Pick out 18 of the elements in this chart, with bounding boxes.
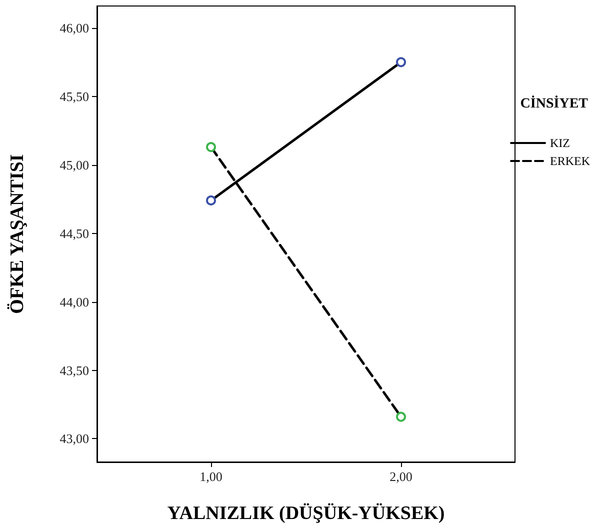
y-tick-label: 45,50 [60,88,89,104]
y-tick-label: 43,50 [60,362,89,378]
point [206,195,216,206]
legend-label: KIZ [550,136,570,150]
y-tick-label: 44,00 [60,294,89,310]
x-tick-label: 1,00 [200,469,222,484]
legend-label: ERKEK [550,154,590,168]
y-axis-title: ÖFKE YAŞANTISI [7,154,28,314]
y-tick-label: 46,00 [60,20,89,36]
y-tick-label: 45,00 [60,157,89,172]
point [396,57,406,68]
y-tick-label: 44,50 [60,226,89,241]
legend-title: CİNSİYET [520,96,589,112]
x-tick-label: 2,00 [390,469,412,484]
x-axis-title: YALNIZLIK (DÜŞÜK-YÜKSEK) [167,503,445,524]
point [396,412,406,422]
point [206,142,216,152]
y-tick-label: 43,00 [60,431,89,446]
